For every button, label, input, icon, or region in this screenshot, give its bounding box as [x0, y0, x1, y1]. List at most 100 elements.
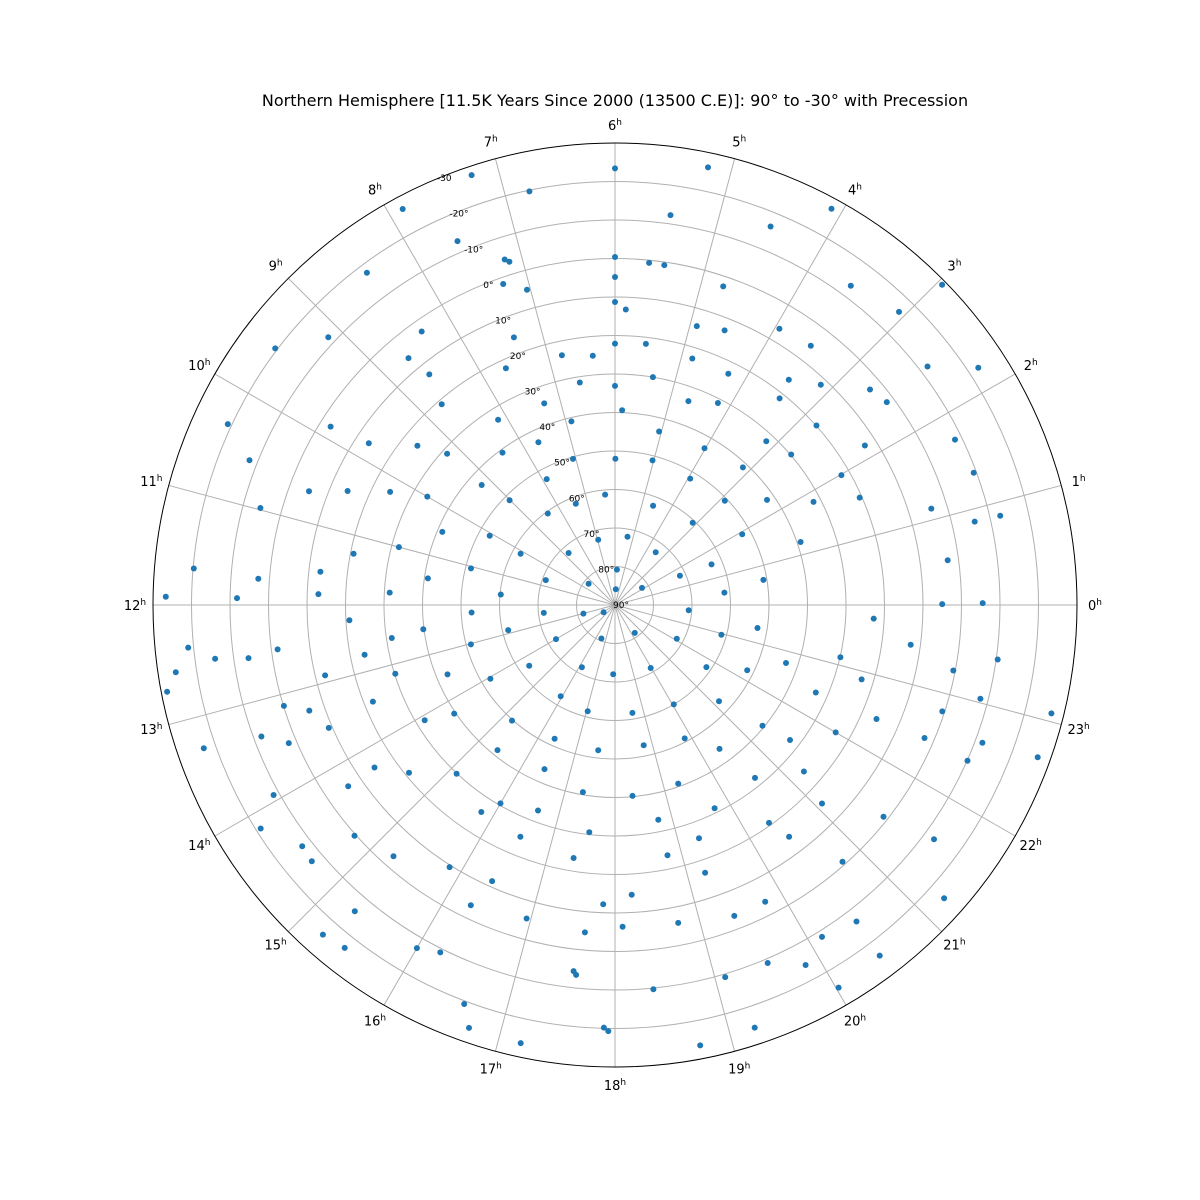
- star-point: [725, 370, 732, 377]
- star-point: [797, 539, 804, 545]
- star-point: [245, 655, 252, 662]
- star-point: [647, 665, 654, 671]
- hour-tick-label: 15h: [264, 937, 286, 953]
- declination-tick-label: 80°: [598, 565, 614, 575]
- hour-tick-label: 16h: [364, 1014, 386, 1030]
- star-point: [558, 352, 565, 359]
- star-point: [405, 355, 412, 362]
- hour-grid-line: [614, 604, 943, 933]
- declination-tick-labels: 90° 80° 70° 60° 50° 40° 30° 20° 10° 0° -10° -20° -30: [437, 174, 629, 611]
- star-point: [299, 843, 306, 850]
- star-point: [306, 488, 312, 495]
- star-point: [234, 595, 240, 602]
- star-point: [589, 352, 596, 359]
- star-point: [667, 212, 674, 219]
- star-point: [759, 722, 766, 729]
- star-point: [568, 418, 575, 425]
- star-point: [494, 747, 501, 754]
- star-point: [315, 591, 322, 598]
- star-point: [970, 469, 977, 476]
- declination-tick-label: -30: [437, 174, 452, 184]
- star-point: [341, 944, 348, 951]
- hour-tick-label: 23h: [1068, 722, 1090, 738]
- star-point: [673, 635, 680, 642]
- star-point: [439, 528, 446, 535]
- star-point: [646, 259, 653, 266]
- hour-tick-label: 21h: [943, 937, 965, 953]
- star-point: [414, 442, 421, 449]
- star-point: [612, 165, 618, 172]
- star-point: [524, 286, 530, 293]
- star-point: [510, 334, 517, 341]
- star-point: [612, 340, 618, 347]
- star-point: [693, 323, 700, 330]
- declination-tick-label: 70°: [584, 530, 600, 540]
- star-point: [714, 400, 721, 406]
- star-point: [656, 428, 663, 435]
- star-point: [776, 395, 783, 402]
- hour-grid-line: [494, 158, 616, 606]
- hour-grid-line: [614, 604, 847, 1006]
- star-point: [461, 1001, 468, 1007]
- star-point: [557, 693, 564, 700]
- star-point: [612, 274, 618, 280]
- hour-grid-line: [614, 604, 1062, 726]
- star-point: [788, 451, 795, 458]
- star-point: [499, 449, 506, 456]
- hour-tick-label: 2h: [1024, 358, 1038, 374]
- star-point: [478, 482, 485, 488]
- star-point: [676, 572, 683, 579]
- star-point: [467, 902, 474, 909]
- star-point: [763, 438, 770, 445]
- star-point: [762, 898, 769, 905]
- star-point: [308, 858, 315, 865]
- star-point: [255, 575, 262, 582]
- hour-tick-label: 9h: [269, 259, 283, 275]
- hour-grid-line: [287, 277, 616, 606]
- star-point: [502, 365, 509, 372]
- star-point: [285, 740, 292, 747]
- star-point: [924, 363, 931, 370]
- star-point: [650, 986, 657, 993]
- star-point: [319, 931, 326, 938]
- declination-tick-label: 0°: [483, 281, 493, 291]
- hour-tick-label: 13h: [140, 722, 162, 738]
- star-point: [752, 774, 758, 781]
- hour-grid-line: [494, 604, 616, 1052]
- star-point: [526, 662, 533, 669]
- star-point: [540, 609, 547, 616]
- hour-grid-line: [168, 604, 616, 726]
- star-point: [509, 717, 515, 724]
- star-point: [697, 1042, 704, 1049]
- star-point: [453, 770, 460, 777]
- hour-tick-label: 1h: [1072, 474, 1086, 490]
- star-point: [585, 580, 592, 587]
- star-point: [640, 742, 647, 749]
- plot-frame: [152, 142, 1078, 1068]
- star-point: [722, 974, 729, 981]
- right-ascension-tick-labels: 0h 1h 2h 3h 4h 5h 6h 7h 8h 9h 10h 11h 12h 13h 14h 15h 16…: [124, 118, 1102, 1094]
- star-point: [346, 617, 353, 624]
- star-point: [721, 589, 728, 596]
- star-point: [361, 651, 368, 658]
- star-point: [274, 646, 281, 653]
- star-point: [424, 493, 431, 500]
- hour-grid-line: [168, 484, 616, 606]
- star-point: [720, 283, 727, 290]
- hour-grid-line: [287, 604, 616, 933]
- star-point: [517, 1040, 524, 1047]
- star-point: [392, 670, 399, 677]
- star-point: [612, 299, 618, 305]
- star-point: [939, 708, 946, 715]
- star-point: [570, 968, 577, 975]
- hour-tick-label: 14h: [188, 838, 210, 854]
- star-point: [832, 729, 839, 736]
- star-point: [977, 695, 984, 702]
- star-point: [629, 709, 636, 716]
- star-point: [619, 923, 626, 930]
- star-point: [444, 671, 451, 678]
- star-point: [838, 472, 845, 479]
- star-point: [613, 566, 620, 573]
- star-point: [767, 223, 774, 230]
- star-point: [602, 491, 609, 498]
